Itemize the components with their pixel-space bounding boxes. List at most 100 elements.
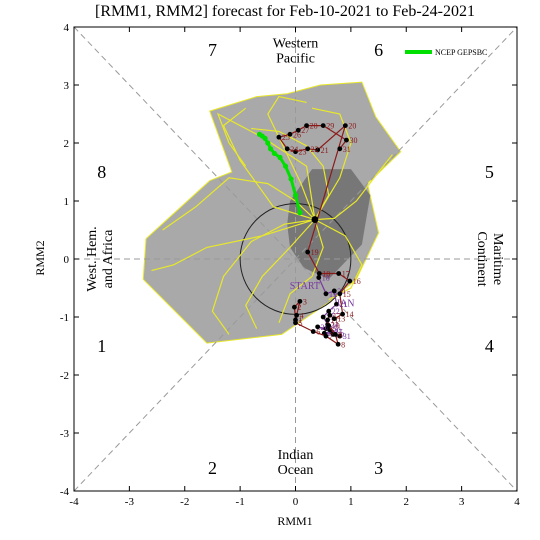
phase-number: 6 xyxy=(374,40,383,60)
observed-day-label-feb: 2 xyxy=(297,303,301,312)
observed-point-feb xyxy=(335,341,341,347)
observed-day-label-jan: 30 xyxy=(333,326,341,335)
ensemble-member-line xyxy=(311,107,352,220)
ensemble-member-line xyxy=(314,219,363,301)
forecast-start-point xyxy=(311,216,319,223)
observed-day-label-jan: 25 xyxy=(329,325,337,334)
ensemble-mean-point xyxy=(256,131,263,137)
observed-point-feb xyxy=(325,317,331,323)
observed-day-label-feb: 13 xyxy=(337,315,345,324)
phase-number: 3 xyxy=(374,458,383,478)
ensemble-member-line xyxy=(267,95,316,220)
observed-point-feb xyxy=(295,127,301,133)
observed-day-label-feb: 25 xyxy=(282,133,290,142)
ensemble-mean-point xyxy=(265,140,271,146)
observed-day-label-feb: 27 xyxy=(301,126,309,135)
x-tick-label: -1 xyxy=(236,496,245,508)
observed-point-feb xyxy=(337,291,343,297)
observed-day-label-jan: 22 xyxy=(332,307,340,316)
phase-number: 1 xyxy=(97,336,106,356)
y-tick-label: 1 xyxy=(64,196,70,208)
observed-point-feb xyxy=(316,271,322,276)
region-label-bottom: Indian xyxy=(278,448,314,463)
observed-day-label-feb: 14 xyxy=(346,310,354,319)
observed-point-feb xyxy=(297,298,303,304)
observed-day-label-jan: 27 xyxy=(334,328,342,337)
observed-point-jan xyxy=(331,288,337,294)
observed-day-label-jan: 19 xyxy=(329,290,337,299)
ensemble-spread-outer xyxy=(142,81,402,344)
y-tick-label: -2 xyxy=(60,370,69,382)
observed-point-feb xyxy=(305,249,311,255)
ensemble-member-line xyxy=(278,219,324,324)
observed-point-jan xyxy=(337,333,343,339)
observed-day-label-feb: 24 xyxy=(290,145,298,154)
observed-day-label-feb: 30 xyxy=(349,136,357,145)
observed-day-label-feb: 7 xyxy=(329,332,333,341)
y-tick-label: 0 xyxy=(64,254,70,266)
y-tick-label: 3 xyxy=(64,80,70,92)
phase-number: 4 xyxy=(485,336,494,356)
region-label-bottom: Ocean xyxy=(278,463,314,478)
x-tick-label: 2 xyxy=(404,496,410,508)
chart-title: [RMM1, RMM2] forecast for Feb-10-2021 to… xyxy=(95,3,475,20)
observed-day-label-feb: 20 xyxy=(348,122,356,131)
phase-number: 7 xyxy=(208,40,217,60)
x-axis-label: RMM1 xyxy=(277,514,312,528)
x-tick-label: -2 xyxy=(180,496,189,508)
observed-point-feb xyxy=(284,146,290,152)
region-label-left-group: West. Hem. and Africa xyxy=(85,226,116,291)
ensemble-member-line xyxy=(151,219,316,272)
observed-point-feb xyxy=(315,147,321,153)
x-tick-label: 1 xyxy=(348,496,354,508)
ensemble-mean-point xyxy=(271,150,278,157)
observed-point-feb xyxy=(327,312,333,318)
ensemble-member-line xyxy=(245,219,316,329)
plot-area: 1819202122232425262728293031123456789101… xyxy=(60,22,520,508)
observed-point-jan xyxy=(320,314,326,320)
observed-point-feb xyxy=(293,149,298,155)
observed-point-feb xyxy=(305,146,311,152)
observed-day-label-feb: 1 xyxy=(299,316,303,325)
ensemble-mean-point xyxy=(292,192,299,198)
region-label-top: Western xyxy=(273,36,319,51)
observed-day-label-feb: 26 xyxy=(293,130,301,139)
ensemble-member-line xyxy=(314,154,393,221)
observed-point-feb xyxy=(347,278,353,284)
y-tick-label: -3 xyxy=(60,428,70,440)
ensemble-mean-point xyxy=(277,154,283,161)
observed-day-label-feb: 19 xyxy=(311,248,319,257)
x-tick-label: 4 xyxy=(514,496,520,508)
region-label-left: and Africa xyxy=(101,229,116,288)
observed-day-label-jan: 21 xyxy=(339,300,347,309)
legend-label: NCEP GEPSBC xyxy=(435,48,487,57)
ensemble-member-line xyxy=(216,112,316,220)
observed-point-jan xyxy=(316,275,322,280)
observed-day-label-jan: 24 xyxy=(331,321,339,330)
phase-number: 8 xyxy=(97,162,106,182)
observed-point-jan xyxy=(334,301,339,307)
observed-point-feb xyxy=(276,134,282,140)
observed-day-label-feb: 16 xyxy=(353,277,361,286)
observed-point-jan xyxy=(323,291,329,297)
observed-point-feb xyxy=(336,271,342,276)
ensemble-mean-point xyxy=(267,146,274,152)
observed-day-label-feb: 5 xyxy=(299,319,303,328)
ensemble-mean-point xyxy=(297,210,303,216)
observed-day-label-feb: 21 xyxy=(321,146,329,155)
observed-point-feb xyxy=(331,316,337,322)
observed-point-feb xyxy=(323,333,329,339)
y-tick-label: -1 xyxy=(60,312,69,324)
ensemble-mean-point xyxy=(288,176,294,182)
observed-day-label-feb: 15 xyxy=(343,290,351,299)
x-tick-label: 3 xyxy=(459,496,465,508)
observed-day-label-feb: 28 xyxy=(310,122,318,131)
region-label-right: Continent xyxy=(474,231,489,286)
ensemble-member-line xyxy=(211,219,315,335)
observed-point-feb xyxy=(310,329,316,334)
observed-day-label-feb: 6 xyxy=(316,328,320,337)
y-tick-label: 2 xyxy=(64,138,70,150)
observed-day-label-feb: 29 xyxy=(326,122,334,131)
observed-point-feb xyxy=(291,304,297,310)
observed-day-label-feb: 22 xyxy=(311,145,319,154)
